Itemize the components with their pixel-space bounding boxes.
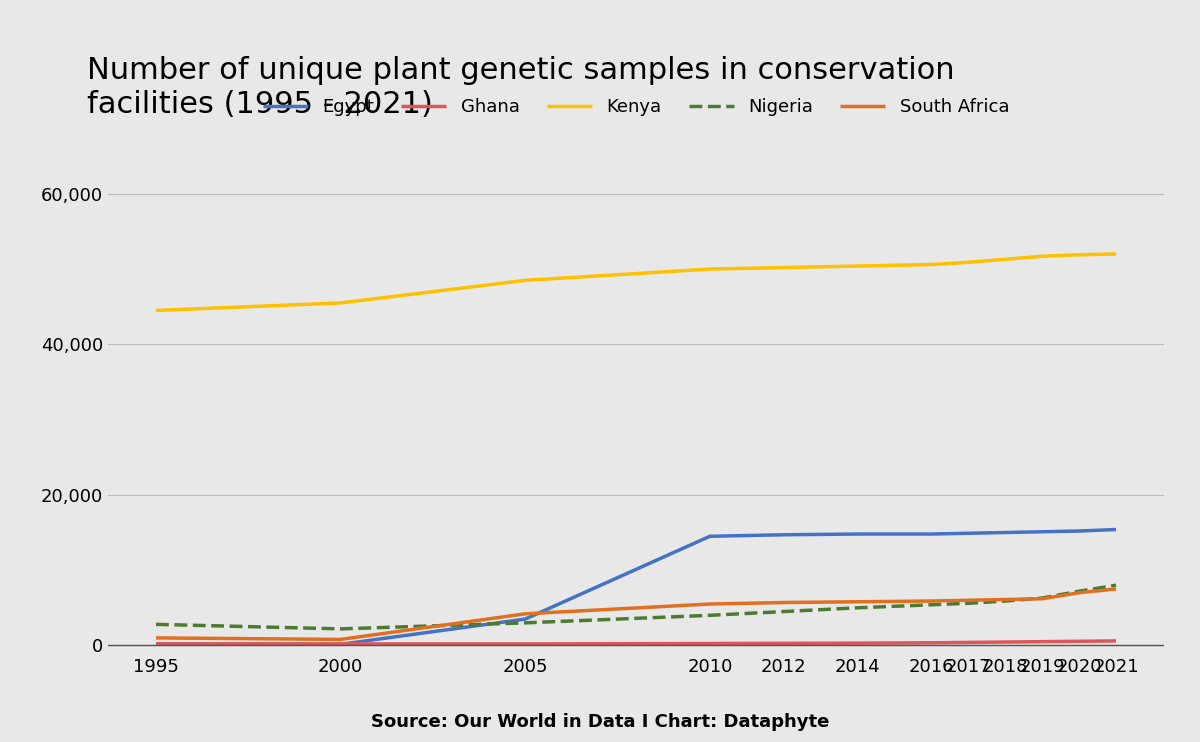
Ghana	[1034, 637, 1049, 646]
South Africa	[1072, 588, 1086, 597]
Nigeria	[1109, 581, 1123, 590]
Kenya	[1072, 250, 1086, 259]
Egypt	[998, 528, 1013, 537]
South Africa	[334, 635, 348, 644]
Text: Source: Our World in Data I Chart: Dataphyte: Source: Our World in Data I Chart: Datap…	[371, 713, 829, 731]
Kenya	[518, 276, 533, 285]
Kenya	[149, 306, 163, 315]
South Africa	[851, 597, 865, 606]
South Africa	[149, 634, 163, 643]
Nigeria	[851, 603, 865, 612]
Kenya	[961, 257, 976, 266]
Egypt	[1072, 527, 1086, 536]
Egypt	[518, 614, 533, 623]
Nigeria	[334, 625, 348, 634]
Nigeria	[961, 599, 976, 608]
Line: Ghana: Ghana	[156, 641, 1116, 644]
Ghana	[334, 640, 348, 649]
Egypt	[776, 531, 791, 539]
Ghana	[961, 638, 976, 647]
Egypt	[703, 532, 718, 541]
Egypt	[961, 529, 976, 538]
Nigeria	[776, 607, 791, 616]
South Africa	[961, 596, 976, 605]
South Africa	[1034, 594, 1049, 603]
Line: Kenya: Kenya	[156, 254, 1116, 310]
Text: Number of unique plant genetic samples in conservation
facilities (1995 - 2021): Number of unique plant genetic samples i…	[86, 56, 954, 119]
South Africa	[518, 609, 533, 618]
Nigeria	[924, 600, 938, 609]
Nigeria	[703, 611, 718, 620]
Kenya	[1109, 249, 1123, 258]
South Africa	[703, 600, 718, 608]
Nigeria	[1072, 587, 1086, 596]
South Africa	[998, 595, 1013, 604]
Line: Egypt: Egypt	[156, 530, 1116, 644]
South Africa	[1109, 585, 1123, 594]
Ghana	[149, 640, 163, 649]
Kenya	[703, 265, 718, 274]
Ghana	[1072, 637, 1086, 646]
Ghana	[1109, 637, 1123, 646]
Ghana	[703, 639, 718, 648]
Kenya	[851, 262, 865, 271]
Ghana	[998, 637, 1013, 646]
Line: Nigeria: Nigeria	[156, 585, 1116, 629]
South Africa	[776, 598, 791, 607]
Ghana	[851, 639, 865, 648]
Kenya	[334, 298, 348, 307]
Ghana	[518, 640, 533, 649]
Egypt	[334, 640, 348, 649]
South Africa	[924, 597, 938, 605]
Nigeria	[518, 618, 533, 627]
Nigeria	[998, 597, 1013, 605]
Legend: Egypt, Ghana, Kenya, Nigeria, South Africa: Egypt, Ghana, Kenya, Nigeria, South Afri…	[256, 91, 1016, 123]
Kenya	[924, 260, 938, 269]
Ghana	[924, 638, 938, 647]
Egypt	[149, 640, 163, 649]
Egypt	[851, 530, 865, 539]
Ghana	[776, 639, 791, 648]
Egypt	[924, 530, 938, 539]
Kenya	[998, 255, 1013, 263]
Line: South Africa: South Africa	[156, 589, 1116, 640]
Kenya	[1034, 252, 1049, 260]
Nigeria	[149, 620, 163, 628]
Egypt	[1034, 528, 1049, 536]
Kenya	[776, 263, 791, 272]
Nigeria	[1034, 594, 1049, 603]
Egypt	[1109, 525, 1123, 534]
